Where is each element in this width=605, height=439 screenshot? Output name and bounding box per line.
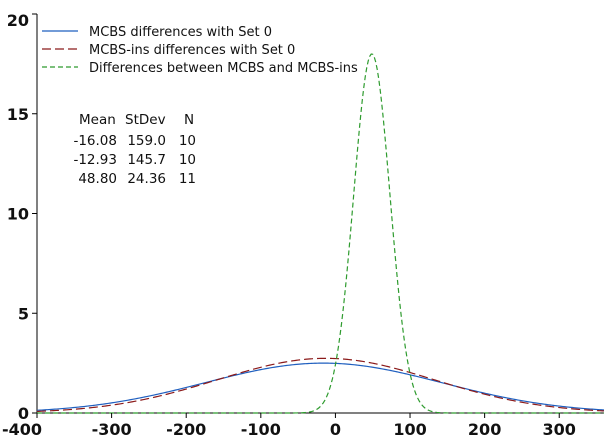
y-tick-label: 10 [7,205,29,224]
y-tick-label: 5 [18,304,29,323]
x-tick-label: -400 [2,420,42,439]
x-tick-label: 0 [330,420,341,439]
x-tick-label: -200 [166,420,206,439]
x-tick-label: 300 [543,420,576,439]
stats-table: Mean StDev N -16.08 159.0 10 -12.93 145.7 10 48.8… [73,112,196,187]
stats-cell: -12.93 [73,152,117,168]
stats-header: StDev [125,112,166,128]
x-tick-label: -300 [92,420,132,439]
legend-label-1: MCBS differences with Set 0 [89,25,272,40]
curves [36,53,605,414]
tick-labels: -400 -300 -200 -100 0 100 200 300 0 5 10 15 20 [2,11,576,439]
stats-header: N [184,112,194,128]
stats-cell: 11 [179,171,196,187]
stats-cell: 24.36 [127,171,166,187]
stats-cell: 159.0 [127,133,166,149]
stats-header: Mean [79,112,116,128]
stats-cell: 48.80 [78,171,117,187]
stats-cell: 10 [179,152,196,168]
stats-cell: 145.7 [127,152,166,168]
y-tick-label: 0 [18,404,29,423]
series-line-2 [36,357,605,412]
x-tick-label: -100 [241,420,281,439]
stats-cell: -16.08 [73,133,117,149]
x-tick-label: 200 [468,420,501,439]
y-tick-label: 20 [7,11,29,30]
series-line-3 [37,53,604,414]
stats-cell: 10 [179,133,196,149]
legend-label-3: Differences between MCBS and MCBS-ins [89,61,358,76]
legend: MCBS differences with Set 0 MCBS-ins diff… [42,25,358,76]
legend-label-2: MCBS-ins differences with Set 0 [89,43,295,58]
y-tick-label: 15 [7,105,29,124]
x-tick-label: 100 [393,420,426,439]
series-line-1 [36,362,605,411]
